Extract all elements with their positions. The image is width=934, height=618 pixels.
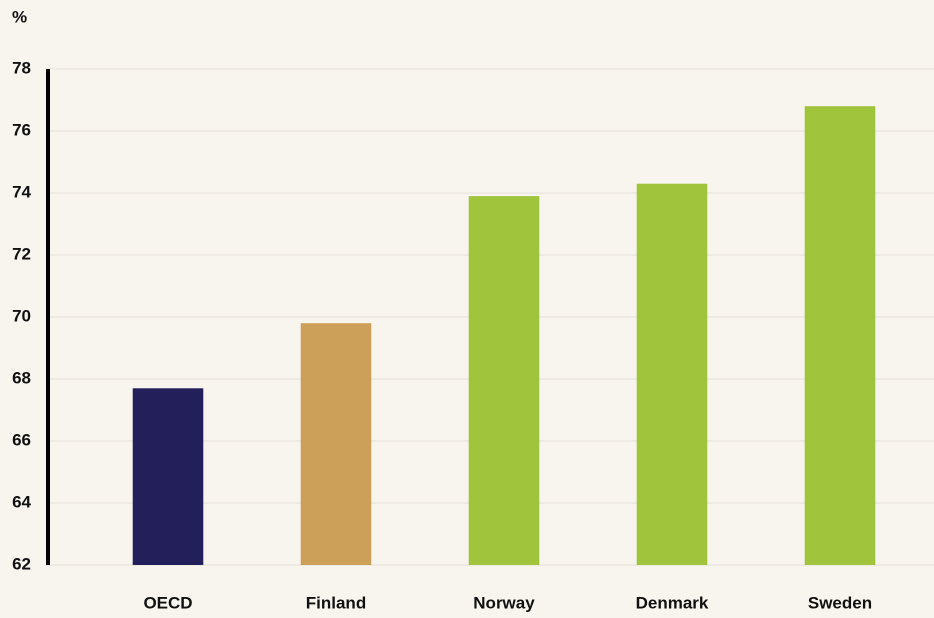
y-tick-label: 68 (12, 368, 31, 387)
bar (636, 183, 708, 565)
y-tick-label: 66 (12, 430, 31, 449)
y-tick-label: 78 (12, 58, 31, 77)
y-tick-label: 72 (12, 244, 31, 263)
y-tick-label: 74 (12, 182, 31, 201)
bar (804, 106, 876, 565)
x-tick-label: Sweden (808, 593, 872, 612)
x-tick-label: Denmark (636, 593, 709, 612)
bar (300, 323, 372, 565)
y-unit: % (12, 7, 27, 26)
y-tick-label: 62 (12, 554, 31, 573)
x-tick-label: OECD (143, 593, 192, 612)
x-tick-label: Norway (473, 593, 535, 612)
bar (132, 388, 204, 565)
y-tick-label: 76 (12, 120, 31, 139)
bar (468, 196, 540, 565)
y-tick-label: 70 (12, 306, 31, 325)
x-tick-label: Finland (306, 593, 366, 612)
y-tick-label: 64 (12, 492, 31, 511)
